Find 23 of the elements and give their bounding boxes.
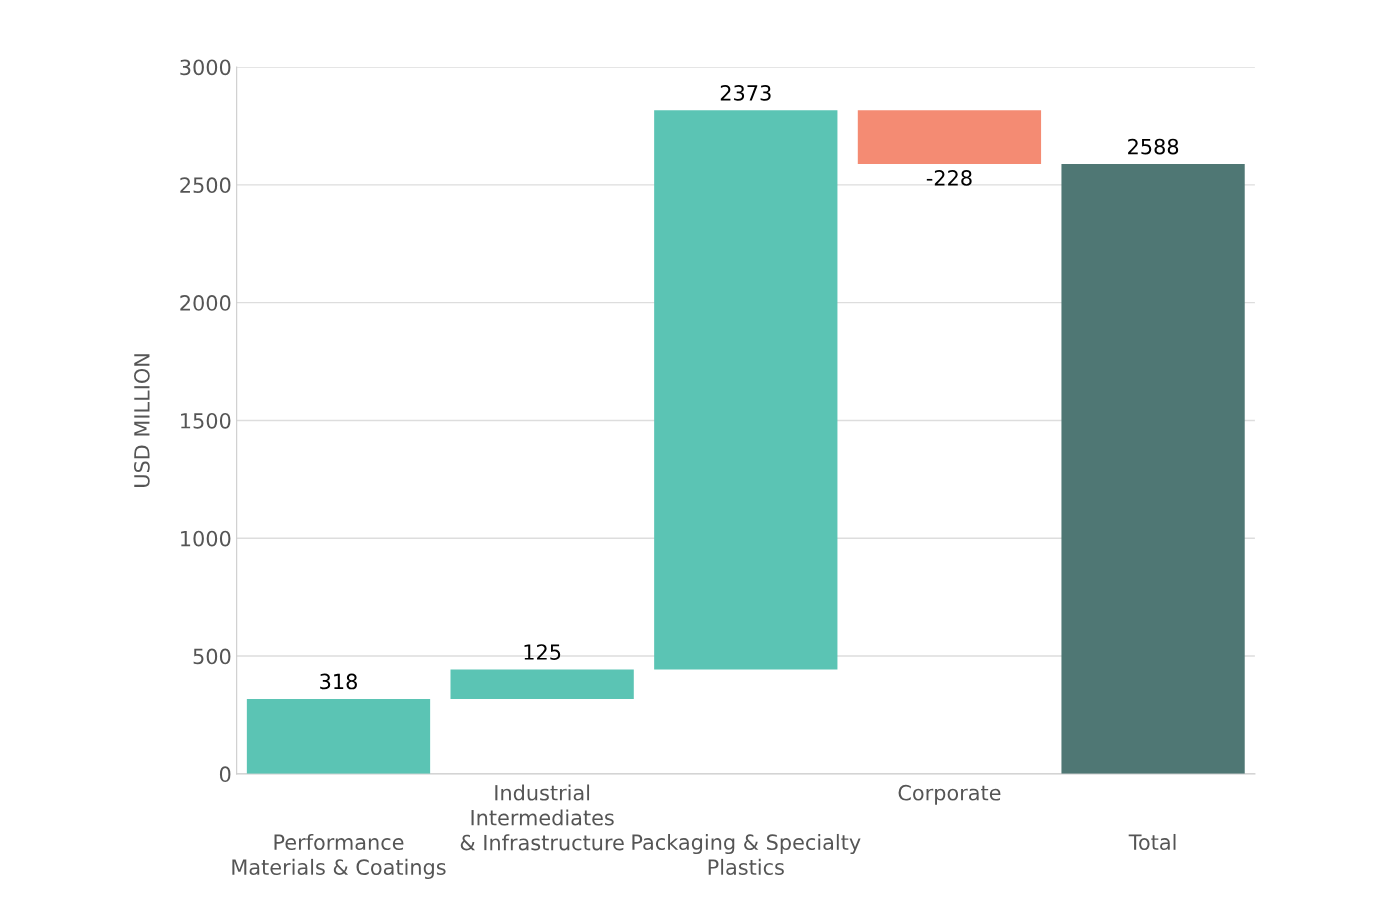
data-label: -228	[926, 170, 972, 186]
y-tick-label: 0	[219, 766, 231, 783]
y-tick-label: 2500	[180, 177, 231, 194]
bar	[246, 698, 431, 774]
y-tick-label: 1500	[181, 412, 231, 429]
x-tick-label: Total	[1128, 833, 1176, 851]
x-tick-label: Packaging & Specialty Plastics	[632, 833, 861, 875]
bar	[654, 110, 838, 670]
data-label: 125	[524, 644, 561, 660]
data-label: 318	[320, 673, 357, 690]
bar	[1061, 164, 1245, 774]
x-tick-label: Corporate	[898, 784, 1001, 805]
data-label: 2373	[720, 85, 771, 101]
y-tick-label: 2000	[180, 295, 231, 311]
y-tick-label: 1000	[181, 530, 231, 547]
y-tick-label: 3000	[180, 59, 231, 76]
x-tick-label: Performance Materials & Coatings	[232, 833, 446, 880]
bar	[450, 669, 634, 699]
bar	[857, 110, 1042, 165]
x-tick-label: Industrial Intermediates & Infrastructure	[460, 784, 624, 851]
data-label: 2588	[1128, 138, 1179, 155]
y-axis-title: USD MILLION	[134, 354, 150, 487]
y-tick-label: 500	[193, 648, 231, 665]
